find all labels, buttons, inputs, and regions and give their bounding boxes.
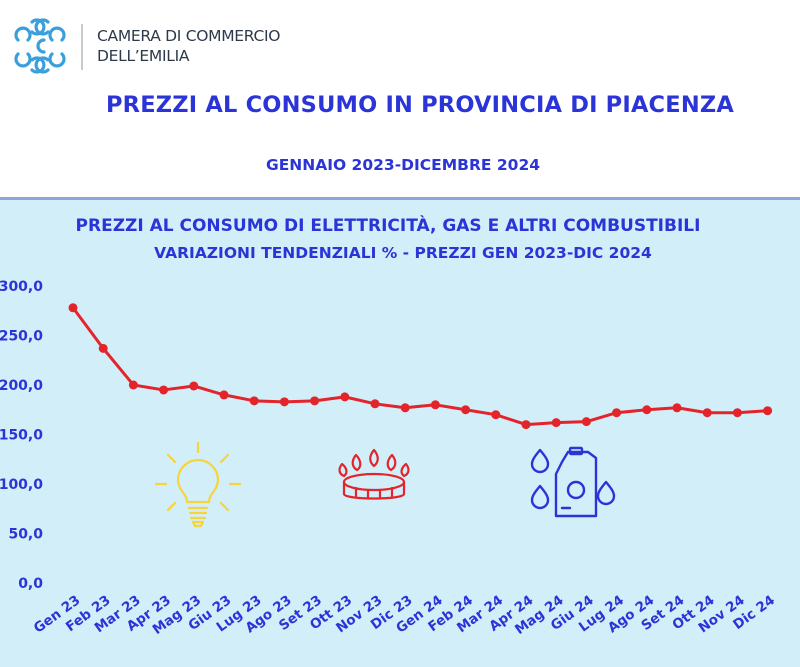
data-point bbox=[763, 406, 773, 416]
y-tick-label: 150,0 bbox=[0, 428, 43, 444]
organization-name-line1: CAMERA DI COMMERCIO bbox=[97, 27, 281, 45]
data-point bbox=[521, 420, 531, 430]
data-point bbox=[370, 399, 380, 409]
series-line bbox=[71, 306, 768, 427]
data-point bbox=[461, 405, 471, 415]
chart-panel bbox=[0, 200, 800, 667]
chart-title: PREZZI AL CONSUMO DI ELETTRICITÀ, GAS E … bbox=[75, 216, 701, 236]
fuel-canister-icon bbox=[530, 446, 616, 518]
data-point bbox=[159, 385, 169, 395]
y-tick-label: 200,0 bbox=[0, 378, 43, 394]
data-point bbox=[128, 380, 138, 390]
logo-mark-icon bbox=[14, 18, 66, 74]
data-point bbox=[642, 405, 652, 415]
y-tick-label: 50,0 bbox=[8, 527, 43, 543]
data-point bbox=[732, 408, 742, 418]
y-tick-label: 250,0 bbox=[0, 329, 43, 345]
data-point bbox=[702, 408, 712, 418]
data-point bbox=[491, 410, 501, 420]
data-point bbox=[310, 396, 320, 406]
data-point bbox=[340, 392, 350, 402]
page-title: PREZZI AL CONSUMO IN PROVINCIA DI PIACEN… bbox=[105, 92, 735, 118]
data-point bbox=[189, 381, 199, 391]
data-point bbox=[612, 408, 622, 418]
y-tick-label: 300,0 bbox=[0, 279, 43, 295]
lightbulb-icon bbox=[154, 441, 242, 528]
y-tick-label: 100,0 bbox=[0, 477, 43, 493]
organization-name-line2: DELL’EMILIA bbox=[97, 47, 190, 65]
data-point bbox=[98, 343, 108, 353]
data-point bbox=[68, 303, 78, 313]
section-divider bbox=[0, 197, 800, 200]
data-point bbox=[219, 390, 229, 400]
data-point bbox=[551, 418, 561, 428]
organization-name: CAMERA DI COMMERCIO DELL’EMILIA bbox=[97, 26, 280, 66]
data-point bbox=[672, 403, 682, 413]
header bbox=[0, 0, 800, 198]
chart-subtitle: VARIAZIONI TENDENZIALI % - PREZZI GEN 20… bbox=[154, 244, 652, 262]
y-tick-label: 0,0 bbox=[18, 576, 43, 592]
data-point bbox=[400, 403, 410, 413]
data-point bbox=[430, 400, 440, 410]
data-point bbox=[279, 397, 289, 407]
data-point bbox=[581, 417, 591, 427]
logo-divider bbox=[81, 24, 83, 70]
gas-burner-icon bbox=[338, 448, 410, 500]
data-point bbox=[249, 396, 259, 406]
period-subtitle: GENNAIO 2023-DICEMBRE 2024 bbox=[265, 156, 541, 174]
